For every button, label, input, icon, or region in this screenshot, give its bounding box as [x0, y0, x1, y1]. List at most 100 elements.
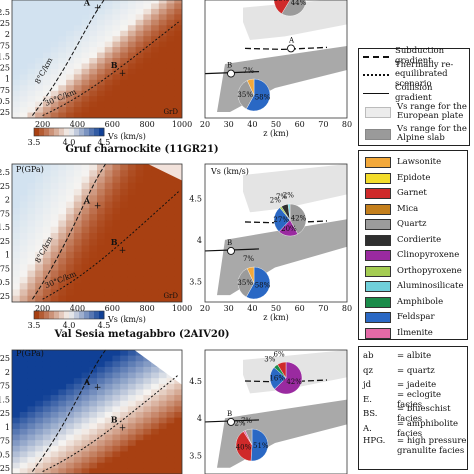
map-cell — [35, 270, 44, 278]
map-cell — [81, 270, 90, 278]
map-cell — [158, 434, 168, 441]
map-cell — [58, 451, 67, 458]
map-cell — [42, 445, 52, 452]
map-cell — [104, 3, 113, 10]
map-cell — [112, 258, 121, 265]
map-cell — [66, 0, 75, 4]
map-cell — [174, 417, 182, 424]
z-tick-label: 70 — [318, 304, 328, 313]
map-cell — [104, 378, 113, 385]
map-cell — [58, 366, 67, 374]
map-cell — [112, 220, 121, 228]
map-cell — [27, 41, 36, 48]
map-cell — [143, 30, 152, 37]
map-cell — [135, 361, 144, 368]
map-cell — [135, 107, 144, 114]
map-cell — [135, 451, 144, 458]
pie-slice-label: 58% — [255, 94, 271, 102]
map-cell — [112, 406, 121, 413]
map-cell — [158, 101, 168, 108]
map-cell — [143, 68, 152, 75]
map-cell — [97, 36, 106, 43]
map-cell — [97, 170, 106, 178]
map-cell — [42, 182, 52, 190]
y-tick-label: 0.25 — [0, 464, 10, 473]
map-cell — [158, 30, 168, 37]
map-cell — [81, 434, 90, 441]
abbreviation-key: E. — [363, 394, 372, 405]
map-cell — [97, 3, 106, 10]
map-cell — [112, 3, 121, 10]
y-tick-label: 0.25 — [0, 108, 10, 117]
colorbar-label: Vs (km/s) — [107, 315, 146, 324]
map-cell — [73, 79, 83, 86]
map-cell — [50, 189, 59, 196]
map-cell — [58, 251, 67, 259]
map-cell — [42, 68, 52, 75]
map-cell — [73, 383, 83, 390]
map-cell — [151, 220, 160, 228]
map-cell — [143, 406, 152, 413]
map-cell — [158, 445, 168, 452]
map-cell — [27, 389, 36, 396]
mineral-pie: 44%28%3% — [274, 0, 307, 17]
map-cell — [66, 417, 75, 424]
map-cell — [104, 8, 113, 15]
map-cell — [12, 74, 21, 81]
map-cell — [35, 14, 44, 21]
map-cell — [19, 350, 28, 357]
map-cell — [27, 0, 36, 4]
map-cell — [19, 289, 28, 297]
map-cell — [89, 361, 98, 368]
map-cell — [104, 283, 113, 290]
map-cell — [19, 0, 28, 4]
gradient-legend-item: Vs range for the European plate — [359, 101, 469, 123]
map-cell — [112, 25, 121, 32]
map-cell — [127, 96, 137, 103]
map-cell — [104, 395, 113, 402]
map-cell — [66, 451, 75, 458]
map-cell — [174, 220, 182, 228]
map-cell — [42, 395, 52, 402]
map-cell — [58, 258, 67, 265]
map-cell — [151, 182, 160, 190]
map-cell — [158, 170, 168, 178]
map-cell — [27, 74, 36, 81]
map-cell — [112, 107, 121, 114]
reequilibrated-gradient-line — [42, 21, 179, 117]
map-cell — [89, 350, 98, 357]
y-tick-label: 2.25 — [0, 182, 10, 191]
map-cell — [58, 355, 67, 362]
map-cell — [127, 289, 137, 297]
map-cell — [42, 214, 52, 221]
mineral-name: Clinopyroxene — [397, 250, 460, 260]
map-cell — [12, 30, 21, 37]
map-cell — [89, 289, 98, 297]
map-cell — [97, 101, 106, 108]
map-cell — [58, 112, 67, 118]
map-cell — [104, 41, 113, 48]
map-cell — [58, 14, 67, 21]
map-cell — [135, 264, 144, 272]
map-cell — [12, 68, 21, 75]
map-cell — [81, 264, 90, 272]
map-cell — [127, 14, 137, 21]
map-cell — [151, 195, 160, 203]
map-cell — [27, 101, 36, 108]
map-cell — [174, 3, 182, 10]
map-cell — [89, 112, 98, 118]
map-cell — [42, 251, 52, 259]
map-cell — [66, 412, 75, 419]
map-cell — [73, 428, 83, 436]
map-cell — [112, 170, 121, 178]
map-cell — [19, 107, 28, 114]
map-cell — [27, 3, 36, 10]
map-cell — [50, 8, 59, 15]
map-cell — [12, 445, 21, 452]
pie-slice-label: 42% — [291, 214, 307, 222]
map-cell — [135, 164, 144, 171]
map-cell — [120, 79, 129, 86]
map-cell — [112, 270, 121, 278]
map-cell — [127, 423, 137, 430]
pie-slice — [277, 361, 287, 379]
